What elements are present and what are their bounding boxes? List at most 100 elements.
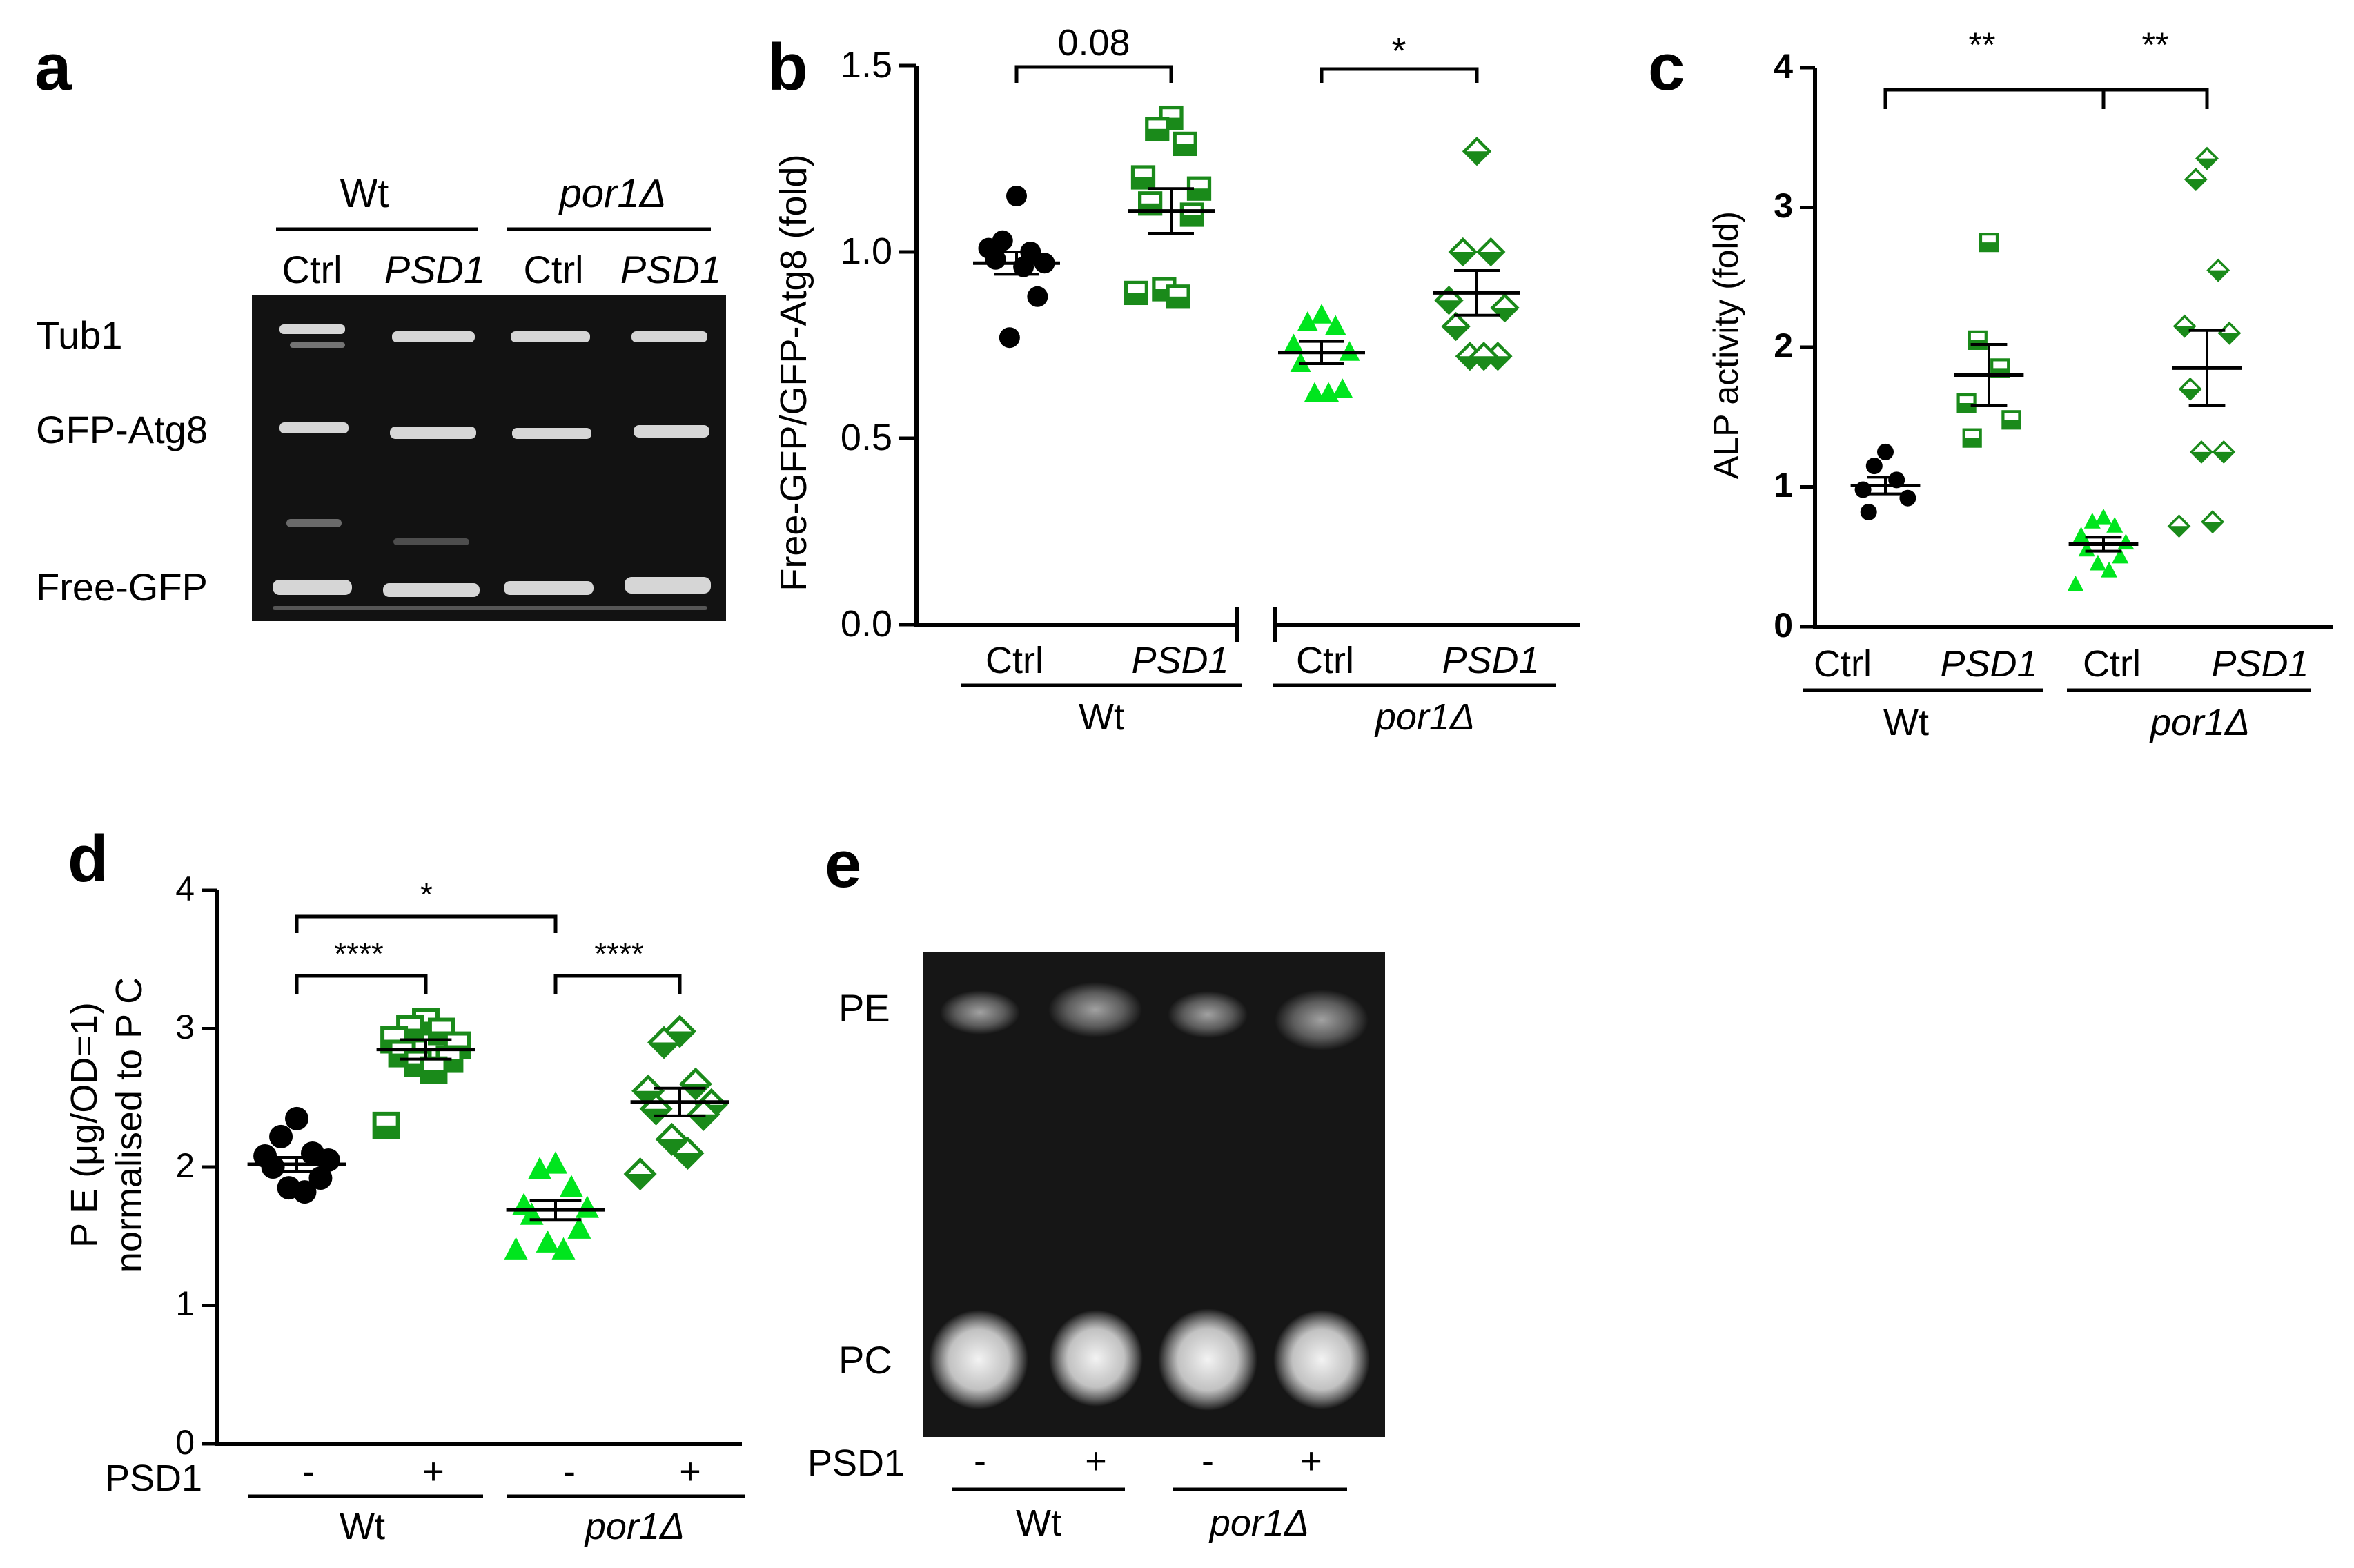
chart-c-bracket-0-line [1883,88,2106,109]
blot-row-tub1-label: Tub1 [36,313,123,357]
chart-c-point-2-6 [2112,547,2129,564]
blot-row-free-gfp-label: Free-GFP [36,565,208,609]
chart-b-y-ticks: 0.0 0.5 1.0 1.5 [841,44,916,645]
tlc-spot-pe-lane-3 [1168,991,1248,1038]
tlc-spot-pc-lane-2 [1049,1310,1143,1407]
chart-b-point-1-8 [1166,284,1190,309]
chart-d-bracket-0-label: * [420,876,433,912]
blot-lane-2-label: PSD1 [384,248,485,291]
chart-d-sig-bracket-0: * [295,876,558,933]
chart-b-point-2-0 [1311,304,1332,324]
band-tub1-lane-4 [631,331,707,342]
chart-b-point-1-6 [1179,202,1204,227]
chart-d-bracket-1-label: **** [334,936,384,972]
chart-c-point-3-8 [2201,510,2225,534]
chart-b-point-1-3 [1130,165,1156,190]
chart-d-plot-area [247,1008,729,1260]
chart-d-group-por-label: por1Δ [584,1506,685,1547]
chart-d-ytick-label-4: 4 [175,870,195,908]
band-gfp-atg8-lane-4 [634,425,709,438]
chart-d-xtick-label-1: + [422,1451,444,1492]
chart-c-point-3-0 [2195,146,2219,170]
chart-d-point-2-1 [528,1157,552,1179]
panel-a: a Wt por1Δ Ctrl PSD1 Ctrl PSD1 Tub1 GFP-… [35,30,726,621]
chart-c-y-ticks: 0 1 2 3 4 [1774,47,1815,645]
tlc-spot-pc-lane-4 [1273,1310,1370,1409]
chart-b-point-1-9 [1124,280,1148,306]
chart-c-point-0-0 [1877,443,1894,460]
chart-b-point-2-2 [1325,315,1346,335]
chart-c-plot-area [1850,146,2242,591]
band-tub1-lane-1 [279,324,345,334]
chart-d-ytick-label-0: 0 [175,1423,195,1462]
tlc-lane-1-sign: - [974,1440,986,1482]
tlc-lane-4-sign: + [1300,1440,1322,1482]
chart-d-point-2-6 [567,1216,591,1239]
chart-c-point-1-3 [1956,393,1977,413]
chart-c-ytick-label-4: 4 [1774,47,1793,86]
band-free-gfp-lane-1 [273,580,352,595]
panel-e-letter: e [825,827,861,901]
chart-d-point-2-7 [536,1230,560,1253]
chart-b-point-2-1 [1297,311,1318,331]
chart-b-point-3-8 [1469,342,1499,371]
chart-d-point-3-9 [623,1157,657,1191]
band-tub1-lane-2 [392,331,475,342]
chart-d-point-3-8 [671,1136,705,1170]
panel-d-letter: d [68,822,108,896]
chart-c-sig-bracket-1: ** [2101,26,2209,109]
chart-b-point-3-5 [1441,311,1471,342]
band-free-gfp-lane-2 [383,583,480,597]
chart-c-point-3-2 [2206,258,2230,282]
chart-c-point-2-1 [2083,512,2101,529]
tlc-spot-pe-lane-1 [940,990,1020,1035]
chart-c-point-1-1 [1968,330,1988,350]
chart-d-point-0-1 [269,1124,293,1148]
chart-d-sig-bracket-1: **** [295,936,428,994]
band-gfp-atg8-lane-1 [279,422,349,433]
chart-c-ytick-label-3: 3 [1774,186,1793,225]
chart-b-ytick-label-3: 1.5 [841,44,892,86]
band-smear-lane-2 [393,538,469,545]
chart-c-point-1-4 [2001,410,2021,430]
chart-b-point-2-6 [1332,378,1353,398]
chart-d-group-wt-label: Wt [340,1506,385,1547]
chart-d-bracket-0-line [295,914,558,933]
chart-d-ylabel-line1: P E (μg/OD=1) [63,1002,105,1248]
chart-d-ytick-label-1: 1 [175,1284,195,1323]
chart-c-point-1-5 [1962,428,1982,448]
chart-c-xtick-label-0: Ctrl [1814,643,1872,685]
chart-b-group-wt-label: Wt [1079,696,1124,738]
chart-d-point-0-5 [261,1155,285,1179]
chart-d-point-2-8 [551,1237,576,1260]
band-tub1-lane-1b [290,342,345,348]
panel-d: d P E (μg/OD=1) normalised to P C 0 1 2 … [63,822,745,1547]
blot-lane-1-label: Ctrl [282,248,342,291]
blot-group-wt-label: Wt [340,171,389,216]
chart-d-bracket-1-line [295,974,428,994]
chart-b-xtick-label-0: Ctrl [985,640,1043,681]
chart-b-point-0-0 [1006,186,1027,206]
tlc-psd1-row-label: PSD1 [807,1442,905,1484]
chart-d-point-0-0 [285,1106,308,1130]
band-gfp-atg8-lane-3 [512,428,591,439]
chart-d-y-ticks: 0 1 2 3 4 [175,870,217,1462]
chart-b-group-por-label: por1Δ [1374,696,1475,738]
tlc-label-pe: PE [838,986,890,1030]
chart-b-xtick-label-3: PSD1 [1442,640,1539,681]
chart-b-point-2-5 [1290,352,1311,372]
blot-lane-3-label: Ctrl [523,248,583,291]
chart-c-point-0-5 [1860,503,1877,520]
chart-b-sig-bracket-0: 0.08 [1014,22,1173,83]
chart-d-ytick-label-2: 2 [175,1146,195,1185]
chart-b-ylabel: Free-GFP/GFP-Atg8 (fold) [773,154,814,591]
chart-b-plot-area [973,105,1520,402]
chart-c-group-por-label: por1Δ [2149,702,2250,743]
chart-c-sig-bracket-0: ** [1883,26,2106,109]
panel-b: b Free-GFP/GFP-Atg8 (fold) 0.0 0.5 1.0 1… [767,22,1580,738]
chart-c-bracket-1-line [2101,88,2209,109]
chart-b-point-0-7 [999,327,1020,349]
chart-c-point-3-6 [2212,440,2236,464]
chart-d-point-0-8 [293,1180,317,1204]
